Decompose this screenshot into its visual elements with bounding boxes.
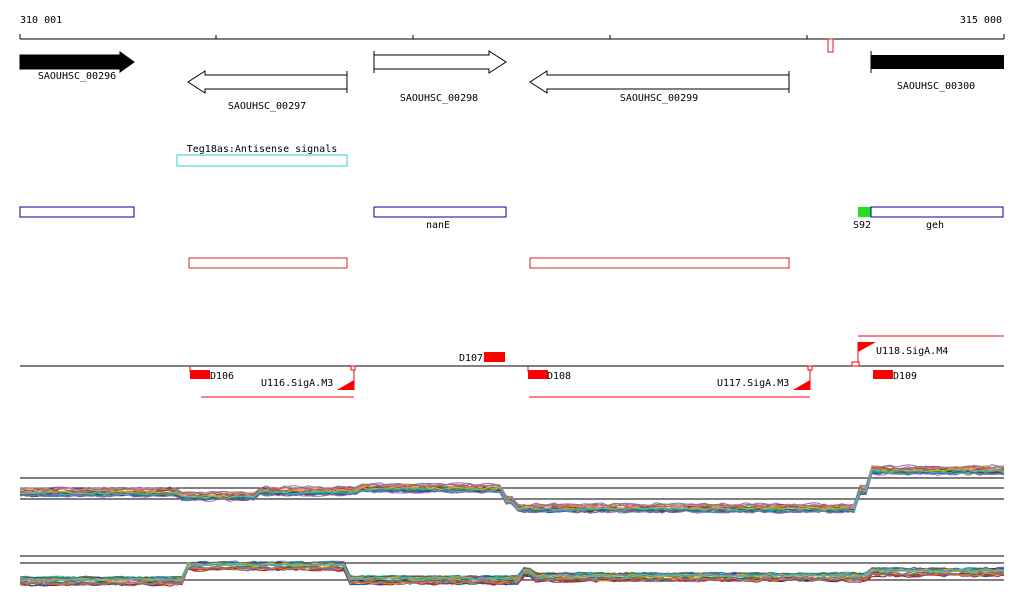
- promoter-flag-u116[interactable]: [337, 380, 354, 390]
- transcript-box[interactable]: [529, 257, 790, 269]
- promoter-anchor: [807, 365, 813, 371]
- operon-label-s92: S92: [853, 220, 871, 231]
- coordinate-ruler: 310 001 315 000: [19, 15, 1005, 53]
- ruler-start-label: 310 001: [20, 15, 62, 26]
- gene-saouhsc-00300[interactable]: SAOUHSC_00300: [870, 51, 1004, 92]
- break-marker-d109[interactable]: [873, 370, 893, 379]
- antisense-track: Teg18as:Antisense signals: [176, 144, 348, 167]
- gene-saouhsc-00296[interactable]: SAOUHSC_00296: [19, 51, 135, 82]
- promoter-box[interactable]: [858, 207, 871, 217]
- transcript-box[interactable]: [188, 257, 348, 269]
- signal-label-d107: D107: [459, 353, 483, 364]
- promoter-flag-u117[interactable]: [793, 380, 810, 390]
- signal-label-d109: D109: [893, 371, 917, 382]
- gene-label: SAOUHSC_00296: [38, 71, 116, 82]
- operon-label-nane: nanE: [426, 220, 450, 231]
- promoter-anchor: [350, 365, 356, 371]
- operon-box[interactable]: [19, 206, 135, 218]
- expression-trace: [19, 562, 1005, 582]
- expression-trace: [19, 565, 1005, 585]
- antisense-region[interactable]: [176, 154, 348, 167]
- expression-traces-top: [19, 464, 1005, 514]
- expression-trace: [19, 469, 1005, 512]
- antisense-label: Teg18as:Antisense signals: [187, 144, 338, 155]
- signal-label-u116: U116.SigA.M3: [261, 378, 333, 389]
- signal-label-d108: D108: [547, 371, 571, 382]
- expression-traces-bottom: [19, 560, 1005, 587]
- operon-track: nanE S92 geh: [19, 206, 1004, 231]
- gene-arrow[interactable]: [373, 50, 507, 74]
- gene-arrow[interactable]: [19, 51, 135, 73]
- break-marker-d107[interactable]: [484, 352, 505, 362]
- gene-arrow[interactable]: [871, 55, 1004, 69]
- ruler-marker: [827, 38, 834, 53]
- gene-saouhsc-00298[interactable]: SAOUHSC_00298: [373, 50, 507, 104]
- promoter-anchor: [851, 361, 860, 367]
- expression-trace: [19, 472, 1005, 514]
- operon-label-geh: geh: [926, 220, 944, 231]
- gene-label: SAOUHSC_00300: [897, 81, 975, 92]
- signal-label-u118: U118.SigA.M4: [876, 346, 948, 357]
- expression-trace: [19, 465, 1005, 508]
- gene-arrow[interactable]: [187, 70, 348, 94]
- gene-label: SAOUHSC_00297: [228, 101, 306, 112]
- break-marker-d106[interactable]: [190, 370, 210, 379]
- ruler-end-label: 315 000: [960, 15, 1002, 26]
- gene-track: SAOUHSC_00296 SAOUHSC_00297 SAOUHSC_0029…: [19, 50, 1004, 112]
- transcript-track: [188, 257, 790, 269]
- operon-box[interactable]: [870, 206, 1004, 218]
- expression-panel-bottom: [19, 555, 1005, 587]
- gene-label: SAOUHSC_00299: [620, 93, 698, 104]
- expression-trace: [19, 562, 1005, 582]
- signal-label-d106: D106: [210, 371, 234, 382]
- signal-track: D106 D107 D108 D109 U116.SigA.M3 U117.Si…: [20, 335, 1004, 398]
- expression-panel-top: [19, 464, 1005, 514]
- gene-arrow[interactable]: [529, 70, 790, 94]
- gene-saouhsc-00299[interactable]: SAOUHSC_00299: [529, 70, 790, 104]
- signal-label-u117: U117.SigA.M3: [717, 378, 789, 389]
- operon-box[interactable]: [373, 206, 507, 218]
- promoter-flag-u118[interactable]: [858, 342, 876, 352]
- gene-saouhsc-00297[interactable]: SAOUHSC_00297: [187, 70, 348, 112]
- expression-trace: [19, 465, 1005, 508]
- gene-label: SAOUHSC_00298: [400, 93, 478, 104]
- break-marker-d108[interactable]: [528, 370, 548, 379]
